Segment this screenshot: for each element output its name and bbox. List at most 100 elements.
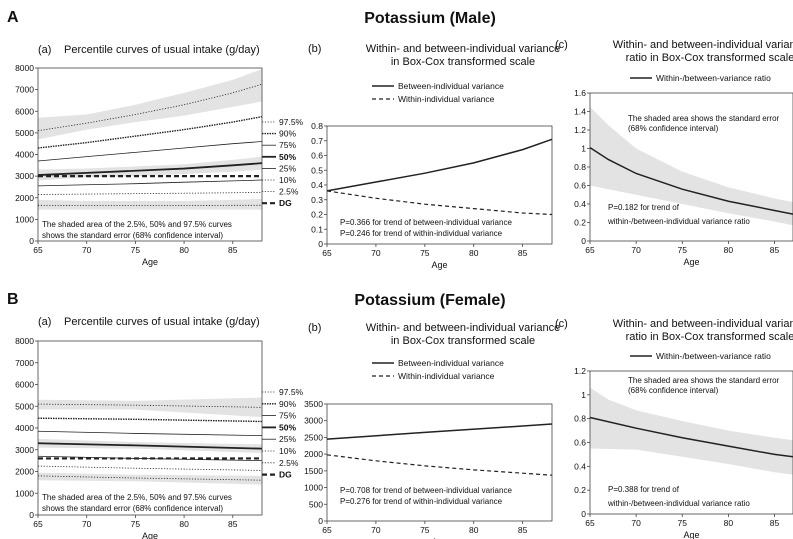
series-line-90- xyxy=(37,417,263,423)
y-tick-label: 5000 xyxy=(15,401,34,411)
series-line-97-5- xyxy=(37,83,263,132)
legend-label: 25% xyxy=(279,163,296,173)
x-tick-label: 85 xyxy=(228,245,238,255)
legend-label: DG xyxy=(279,470,292,480)
se-band xyxy=(38,397,262,418)
x-tick-label: 70 xyxy=(371,525,381,535)
chart-female-c: (c) Within- and between-individual varian… xyxy=(555,318,793,539)
series-line-90- xyxy=(37,115,263,149)
x-tick-label: 85 xyxy=(770,245,780,255)
x-tick-label: 80 xyxy=(179,519,189,529)
x-tick-label: 75 xyxy=(131,245,141,255)
y-tick-label: 3000 xyxy=(15,445,34,455)
legend-label: 10% xyxy=(279,446,296,456)
annotation: The shaded area of the 2.5%, 50% and 97.… xyxy=(42,493,232,502)
x-tick-label: 75 xyxy=(678,518,688,528)
x-tick-label: 65 xyxy=(33,245,43,255)
y-tick-label: 0.7 xyxy=(311,136,323,146)
y-tick-label: 5000 xyxy=(15,128,34,138)
y-tick-label: 1500 xyxy=(304,466,323,476)
se-band xyxy=(38,156,262,181)
chart-title: Within- and between-individual variance xyxy=(613,318,793,330)
annotation: The shaded area of the 2.5%, 50% and 97.… xyxy=(42,220,232,229)
legend-label: Within-individual variance xyxy=(398,371,495,381)
y-tick-label: 1 xyxy=(581,144,586,154)
panel-label: (c) xyxy=(555,318,568,330)
series-line-50- xyxy=(37,442,263,450)
y-tick-label: 8000 xyxy=(15,63,34,73)
x-tick-label: 75 xyxy=(420,525,430,535)
y-tick-label: 2000 xyxy=(15,193,34,203)
annotation: P=0.276 for trend of within-individual v… xyxy=(340,497,503,506)
y-tick-label: 3000 xyxy=(304,416,323,426)
chart-title: ratio in Box-Cox transformed scale xyxy=(626,331,793,343)
series-line-10- xyxy=(37,191,263,195)
x-tick-label: 65 xyxy=(322,248,332,258)
x-tick-label: 80 xyxy=(724,518,734,528)
y-tick-label: 2500 xyxy=(304,432,323,442)
series-line-within-individual-variance xyxy=(326,454,553,476)
section-letter: B xyxy=(7,291,19,308)
se-band xyxy=(590,106,793,226)
annotation: P=0.388 for trend of xyxy=(608,485,680,494)
y-tick-label: 0.5 xyxy=(311,165,323,175)
series-line-within-between-variance-ratio xyxy=(589,416,793,458)
series-line-10- xyxy=(37,465,263,471)
chart-male-a: (a) Percentile curves of usual intake (g/… xyxy=(15,44,303,267)
y-tick-label: 1.2 xyxy=(574,366,586,376)
legend-label: 75% xyxy=(279,411,296,421)
y-tick-label: 0.8 xyxy=(574,162,586,172)
chart-title: Percentile curves of usual intake (g/day… xyxy=(64,316,260,328)
chart-female-b: (b) Within- and between-individual varian… xyxy=(304,322,560,539)
y-tick-label: 3500 xyxy=(304,399,323,409)
x-tick-label: 65 xyxy=(585,245,595,255)
panel-label: (a) xyxy=(38,316,51,328)
y-tick-label: 1000 xyxy=(304,483,323,493)
panel-label: (c) xyxy=(555,39,568,51)
panel-label: (a) xyxy=(38,44,51,56)
section-title: Potassium (Female) xyxy=(354,292,505,309)
chart-title: in Box-Cox transformed scale xyxy=(391,335,535,347)
y-tick-label: 6000 xyxy=(15,380,34,390)
x-tick-label: 75 xyxy=(420,248,430,258)
legend-label: 50% xyxy=(279,152,296,162)
legend-label: 2.5% xyxy=(279,187,299,197)
series-line-between-individual-variance xyxy=(326,423,553,440)
y-tick-label: 0 xyxy=(29,236,34,246)
y-tick-label: 0.2 xyxy=(574,218,586,228)
series-line-75- xyxy=(37,141,263,162)
x-tick-label: 75 xyxy=(678,245,688,255)
annotation: The shaded area shows the standard error xyxy=(628,114,780,123)
se-band xyxy=(38,69,262,140)
chart-male-c: (c) Within- and between-individual varian… xyxy=(555,39,793,267)
x-tick-label: 85 xyxy=(228,519,238,529)
annotation: shows the standard error (68% confidence… xyxy=(42,231,223,240)
x-tick-label: 80 xyxy=(179,245,189,255)
annotation: P=0.246 for trend of within-individual v… xyxy=(340,229,503,238)
annotation: (68% confidence interval) xyxy=(628,386,719,395)
x-tick-label: 80 xyxy=(724,245,734,255)
y-tick-label: 1.6 xyxy=(574,88,586,98)
legend-label: Within-individual variance xyxy=(398,94,495,104)
x-tick-label: 70 xyxy=(631,245,641,255)
y-tick-label: 0.4 xyxy=(311,180,323,190)
x-tick-label: 70 xyxy=(631,518,641,528)
y-tick-label: 6000 xyxy=(15,106,34,116)
legend-label: Within-/between-variance ratio xyxy=(656,351,771,361)
y-tick-label: 4000 xyxy=(15,150,34,160)
y-tick-label: 2000 xyxy=(304,449,323,459)
y-tick-label: 1.2 xyxy=(574,125,586,135)
y-tick-label: 8000 xyxy=(15,336,34,346)
y-tick-label: 0 xyxy=(29,510,34,520)
y-tick-label: 0 xyxy=(581,509,586,519)
x-tick-label: 70 xyxy=(82,519,92,529)
chart-title: Within- and between-individual variance xyxy=(613,39,793,51)
x-axis-label: Age xyxy=(683,257,699,267)
section-letter: A xyxy=(7,9,19,26)
x-tick-label: 85 xyxy=(518,248,528,258)
x-tick-label: 75 xyxy=(131,519,141,529)
y-tick-label: 0.4 xyxy=(574,199,586,209)
legend-label: Within-/between-variance ratio xyxy=(656,73,771,83)
y-tick-label: 0.3 xyxy=(311,195,323,205)
